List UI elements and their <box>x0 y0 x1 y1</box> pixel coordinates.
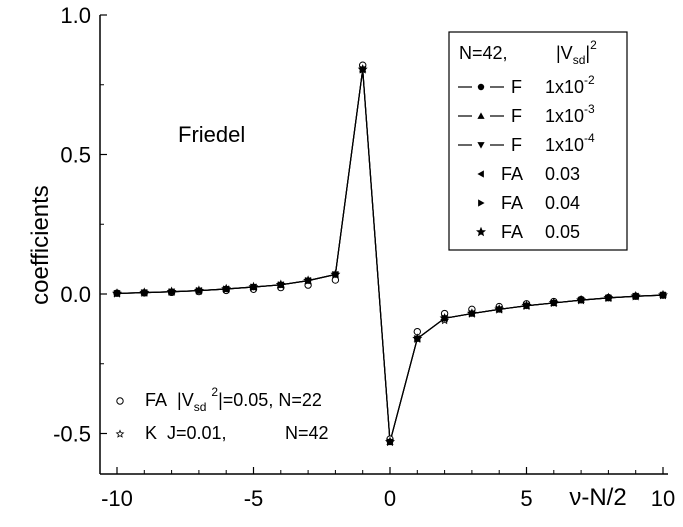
legend-value-6: 0.05 <box>545 222 580 242</box>
legend-value-2: 1x10-3 <box>545 102 595 126</box>
legend-row-2: F 1x10-3 <box>458 102 595 126</box>
legend-frame <box>448 31 628 251</box>
plot-area <box>99 15 668 475</box>
point-series-6 <box>303 275 314 285</box>
legend-marker-k42 <box>115 429 125 438</box>
legend-header-n: N=42, <box>459 43 508 63</box>
point-series-6 <box>658 289 668 300</box>
point-series-6 <box>221 283 232 294</box>
legend-value-1: 1x10-2 <box>545 73 595 97</box>
point-series-6 <box>521 300 532 310</box>
point-series-6 <box>576 294 587 305</box>
legend-marker-fa22-shape <box>116 397 124 405</box>
legend-label-fa22: FA |Vsd 2|=0.05, N=22 <box>145 385 322 414</box>
legend-row-5: FA 0.04 <box>478 193 580 213</box>
legend-label-k42: K J=0.01, <box>145 423 227 443</box>
x-tick-label: 0 <box>384 486 396 511</box>
legend-rows: F 1x10-2 F 1x10-3 F 1x10-4 FA 0.03 FA 0.04 FA 0.05 <box>458 73 595 242</box>
point-series-6 <box>548 297 559 308</box>
legend-value-5: 0.04 <box>545 193 580 213</box>
markers-layer <box>112 61 668 447</box>
legend-label-3: F <box>511 135 522 155</box>
point-series-6 <box>193 285 204 295</box>
legend-marker-k42-shape <box>115 429 125 438</box>
point-series-6 <box>603 292 614 303</box>
legend: N=42, |Vsd|2 F 1x10-2 F 1x10-3 F 1x10-4 FA 0.03… <box>448 31 628 251</box>
legend-label-5: FA <box>501 193 523 213</box>
ticks: -10 -5 0 5 10 1.0 0.5 0.0 -0.5 <box>53 3 675 511</box>
legend-marker-5 <box>478 199 485 207</box>
point-series-6 <box>139 287 150 297</box>
point-series-6 <box>494 304 505 314</box>
y-tick-label: -0.5 <box>53 422 91 447</box>
legend-label-4: FA <box>501 164 523 184</box>
legend-label-1: F <box>511 77 522 97</box>
point-series-6 <box>439 313 450 323</box>
x-tick-label: -10 <box>101 486 133 511</box>
legend-label-6: FA <box>501 222 523 242</box>
legend-row-1: F 1x10-2 <box>458 73 595 97</box>
point-series-6 <box>248 281 259 292</box>
point-series-6 <box>412 333 423 343</box>
point-series-6 <box>166 286 177 297</box>
x-tick-label: 5 <box>520 486 532 511</box>
y-axis-title: coefficients <box>27 185 54 305</box>
legend-marker-1 <box>477 83 485 91</box>
legend-label-2: F <box>511 106 522 126</box>
legend-row-6: FA 0.05 <box>476 222 580 242</box>
legend-marker-6 <box>476 226 486 237</box>
legend-header-v: |Vsd|2 <box>556 38 597 67</box>
legend-value-4: 0.03 <box>545 164 580 184</box>
legend-marker-4 <box>477 170 484 178</box>
y-tick-label: 0.5 <box>60 143 91 168</box>
legend-row-3: F 1x10-4 <box>458 131 595 155</box>
x-tick-label: 10 <box>651 486 675 511</box>
y-tick-label: 1.0 <box>60 3 91 28</box>
point-series-6 <box>630 290 641 301</box>
point-series-6 <box>112 288 122 298</box>
y-tick-label: 0.0 <box>60 282 91 307</box>
lower-legend: FA |Vsd 2|=0.05, N=22 K J=0.01, N=42 <box>115 385 329 443</box>
point-series-6 <box>357 64 368 74</box>
point-series-6 <box>275 279 286 290</box>
point-series-6 <box>385 436 395 447</box>
point-series-6 <box>466 308 477 318</box>
legend-marker-3 <box>477 142 485 149</box>
x-tick-label: -5 <box>244 486 264 511</box>
legend-marker-fa22 <box>116 397 124 405</box>
friedel-annotation: Friedel <box>178 122 245 147</box>
legend-label-k42-n: N=42 <box>285 423 329 443</box>
point-series-6 <box>330 269 341 279</box>
legend-row-4: FA 0.03 <box>477 164 580 184</box>
x-axis-title: ν-N/2 <box>569 484 626 511</box>
legend-value-3: 1x10-4 <box>545 131 595 155</box>
legend-marker-2 <box>477 112 485 119</box>
